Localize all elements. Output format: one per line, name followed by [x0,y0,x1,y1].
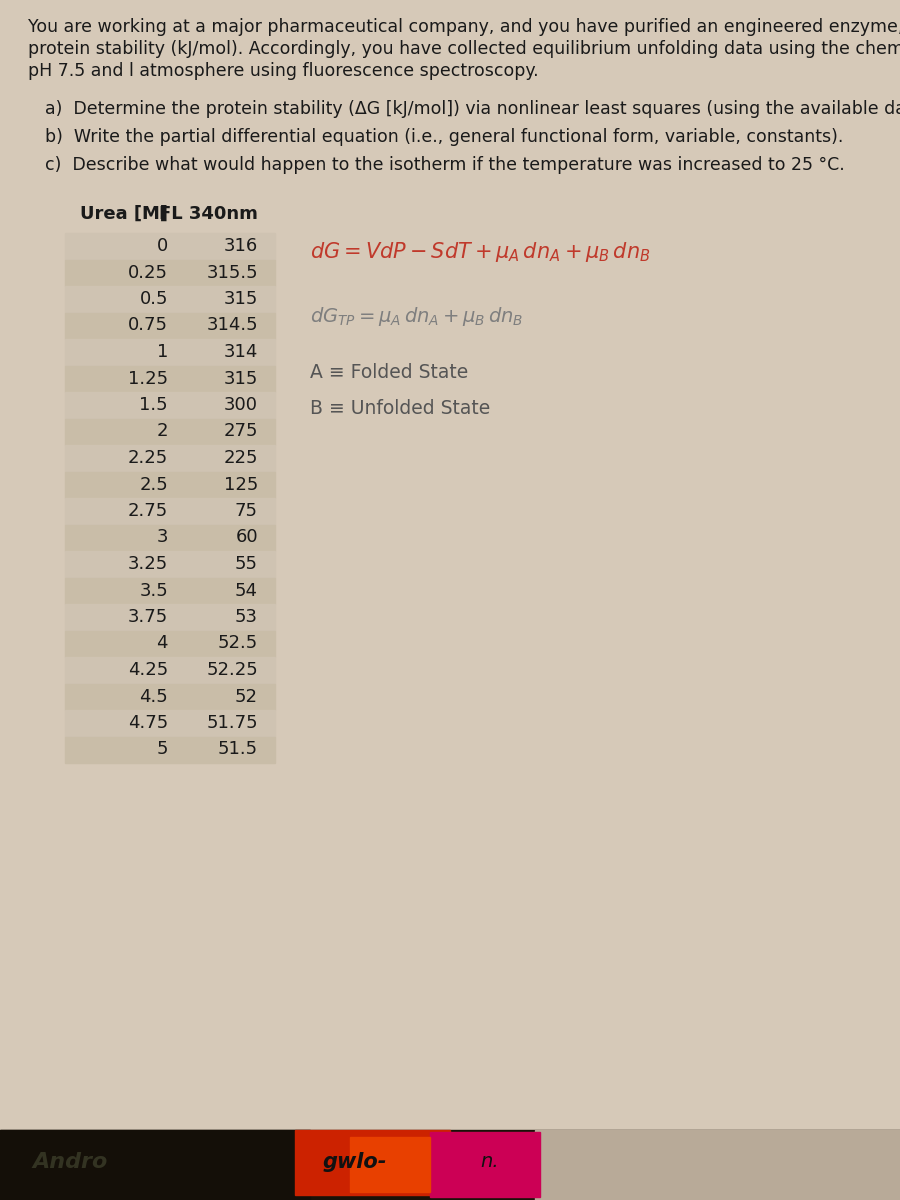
Text: 1: 1 [157,343,168,361]
Text: n.: n. [481,1152,500,1171]
Bar [65,259,275,286]
Bar [0,1130,310,1200]
Bar [65,392,275,419]
Text: 315: 315 [223,370,258,388]
Text: 275: 275 [223,422,258,440]
Text: 0: 0 [157,236,168,254]
Bar [65,737,275,763]
Text: c)  Describe what would happen to the isotherm if the temperature was increased : c) Describe what would happen to the iso… [45,156,845,174]
Text: 225: 225 [223,449,258,467]
Bar [65,630,275,658]
Bar [295,1130,450,1195]
Text: b)  Write the partial differential equation (i.e., general functional form, vari: b) Write the partial differential equati… [45,128,843,146]
Bar [65,445,275,472]
Bar [65,577,275,604]
Bar [65,338,275,366]
Text: 315: 315 [223,290,258,308]
Text: 52: 52 [235,688,258,706]
Bar [65,472,275,498]
Text: B ≡ Unfolded State: B ≡ Unfolded State [310,398,490,418]
Text: 52.25: 52.25 [206,661,258,679]
Bar [65,684,275,710]
Bar [65,551,275,577]
Text: 315.5: 315.5 [206,264,258,282]
Text: a)  Determine the protein stability (ΔG [kJ/mol]) via nonlinear least squares (u: a) Determine the protein stability (ΔG [… [45,100,900,118]
Text: 314.5: 314.5 [206,317,258,335]
Text: 54: 54 [235,582,258,600]
Text: 55: 55 [235,554,258,572]
Text: 2.25: 2.25 [128,449,168,467]
Bar [65,524,275,551]
Bar [65,233,275,259]
Text: 60: 60 [236,528,258,546]
Text: 1.5: 1.5 [140,396,168,414]
Bar [0,1130,900,1200]
Text: pH 7.5 and l atmosphere using fluorescence spectroscopy.: pH 7.5 and l atmosphere using fluorescen… [28,62,538,80]
Text: 52.5: 52.5 [218,635,258,653]
Text: 314: 314 [223,343,258,361]
Text: FL 340nm: FL 340nm [159,205,258,223]
Text: 2: 2 [157,422,168,440]
Text: 0.5: 0.5 [140,290,168,308]
Bar [65,419,275,445]
Text: 3.75: 3.75 [128,608,168,626]
Bar [535,1130,900,1200]
Text: Urea [M]: Urea [M] [80,205,168,223]
Text: You are working at a major pharmaceutical company, and you have purified an engi: You are working at a major pharmaceutica… [28,18,900,36]
Text: 0.75: 0.75 [128,317,168,335]
Bar [65,312,275,338]
Text: Andro: Andro [32,1152,108,1171]
Bar [430,1132,540,1198]
Bar [65,498,275,524]
Text: 2.75: 2.75 [128,502,168,520]
Text: 53: 53 [235,608,258,626]
Text: A ≡ Folded State: A ≡ Folded State [310,362,468,382]
Text: 3: 3 [157,528,168,546]
Text: 4.75: 4.75 [128,714,168,732]
Text: 5: 5 [157,740,168,758]
Text: 3.5: 3.5 [140,582,168,600]
Text: 4.25: 4.25 [128,661,168,679]
Text: 51.5: 51.5 [218,740,258,758]
Text: 0.25: 0.25 [128,264,168,282]
Text: 4: 4 [157,635,168,653]
Text: 316: 316 [224,236,258,254]
Text: $dG = VdP - SdT + \mu_A\,dn_A + \mu_B\,dn_B$: $dG = VdP - SdT + \mu_A\,dn_A + \mu_B\,d… [310,240,651,264]
Text: gwlo-: gwlo- [323,1152,387,1171]
Bar [350,1138,430,1192]
Bar [65,286,275,312]
Text: 2.5: 2.5 [140,475,168,493]
Text: 51.75: 51.75 [206,714,258,732]
Text: protein stability (kJ/mol). Accordingly, you have collected equilibrium unfoldin: protein stability (kJ/mol). Accordingly,… [28,40,900,58]
Text: 4.5: 4.5 [140,688,168,706]
Text: $dG_{TP} = \mu_A\,dn_A + \mu_B\,dn_B$: $dG_{TP} = \mu_A\,dn_A + \mu_B\,dn_B$ [310,305,523,328]
Text: 75: 75 [235,502,258,520]
Text: 3.25: 3.25 [128,554,168,572]
Bar [65,366,275,392]
Bar [65,658,275,684]
Bar [65,604,275,630]
Text: 125: 125 [223,475,258,493]
Text: 300: 300 [224,396,258,414]
Text: 1.25: 1.25 [128,370,168,388]
Bar [65,710,275,737]
